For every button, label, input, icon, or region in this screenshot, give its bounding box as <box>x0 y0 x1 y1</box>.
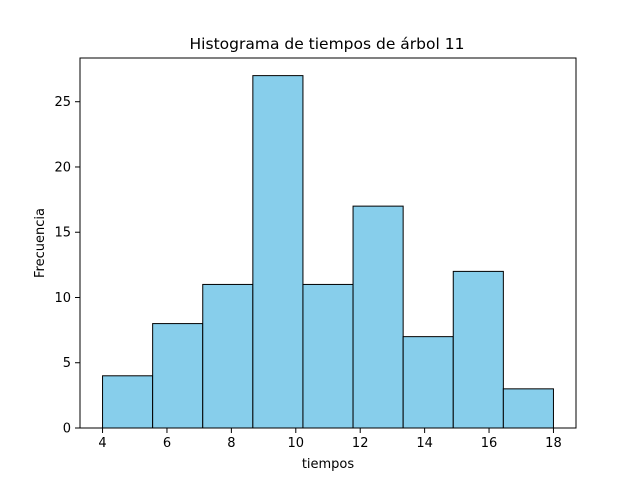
y-axis: 0 5 10 15 20 25 <box>54 95 80 437</box>
x-axis: 4 6 8 10 12 14 16 18 <box>98 428 562 451</box>
y-tick-label: 15 <box>54 226 71 241</box>
x-tick-label: 18 <box>545 436 562 451</box>
histogram-bar <box>502 388 554 429</box>
histogram-bar <box>252 75 304 429</box>
x-axis-title: tiempos <box>302 457 355 472</box>
x-tick-label: 6 <box>163 436 171 451</box>
chart-title: Histograma de tiempos de árbol 11 <box>190 35 465 53</box>
bars-group <box>102 75 554 429</box>
y-tick-label: 10 <box>54 291 71 306</box>
y-tick-label: 25 <box>54 95 71 110</box>
histogram-bar <box>402 336 454 429</box>
histogram-bar <box>352 205 404 429</box>
x-tick-label: 8 <box>227 436 235 451</box>
histogram-bar <box>202 283 254 429</box>
x-tick-label: 16 <box>481 436 498 451</box>
histogram-bar <box>152 323 204 429</box>
histogram-bar <box>102 375 154 429</box>
y-tick-label: 0 <box>63 422 71 437</box>
histogram-bar <box>452 270 504 429</box>
x-tick-label: 14 <box>416 436 433 451</box>
histogram-bar <box>302 283 354 429</box>
y-axis-title: Frecuencia <box>33 208 48 278</box>
x-tick-label: 4 <box>98 436 106 451</box>
x-tick-label: 12 <box>352 436 369 451</box>
y-tick-label: 20 <box>54 160 71 175</box>
x-tick-label: 10 <box>288 436 305 451</box>
y-tick-label: 5 <box>63 356 71 371</box>
plot-frame <box>79 57 577 429</box>
